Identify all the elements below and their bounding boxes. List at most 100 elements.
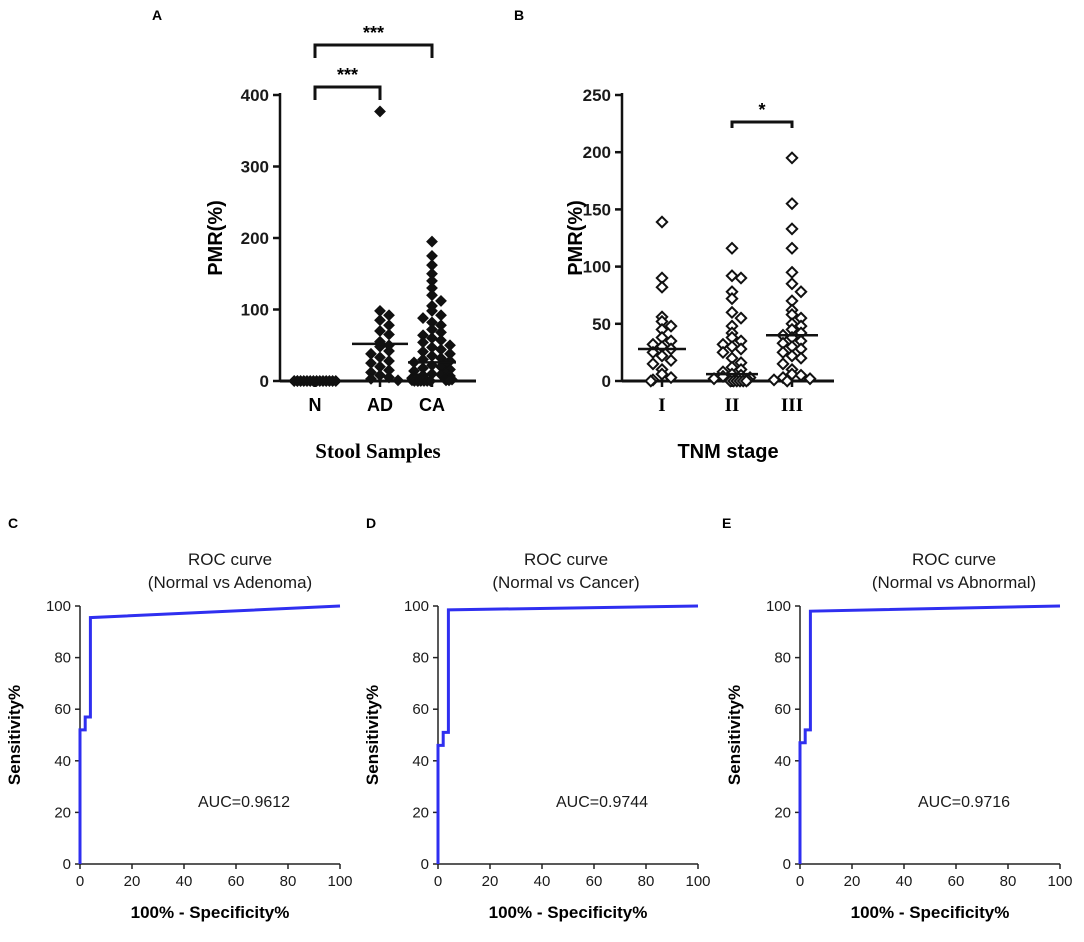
x-tick-label: 0: [434, 873, 442, 890]
panel-c: C ROC curve (Normal vs Adenoma) 00 20 20 40 40 6…: [5, 515, 353, 922]
y-tick-label: 100: [241, 301, 269, 320]
data-point: [725, 340, 739, 354]
data-point: [785, 222, 799, 236]
data-point: [785, 349, 799, 363]
y-axis-label: PMR(%): [565, 200, 587, 276]
data-point: [655, 280, 669, 294]
data-point: [646, 357, 660, 371]
data-point: [443, 374, 455, 387]
data-point: [383, 371, 395, 384]
data-point: [725, 305, 739, 319]
y-tick-label: 100: [46, 598, 71, 615]
roc-curve-line: [798, 604, 1061, 864]
data-point: [383, 309, 395, 322]
x-tick-label: 40: [896, 873, 913, 890]
data-point: [776, 357, 790, 371]
y-tick-label: 0: [602, 372, 611, 391]
chart-subtitle: (Normal vs Cancer): [492, 573, 639, 592]
panel-letter: D: [366, 515, 376, 531]
y-axis-label: Sensitivity%: [725, 685, 744, 785]
y-tick-label: 150: [583, 200, 611, 219]
y-tick-label: 100: [583, 258, 611, 277]
chart-subtitle: (Normal vs Adenoma): [148, 573, 312, 592]
data-point: [392, 374, 404, 387]
significance-bracket: [730, 120, 794, 128]
data-point: [716, 345, 730, 360]
significance-label: *: [758, 100, 765, 120]
x-tick-label: 60: [228, 873, 245, 890]
x-axis-label: 100% - Specificity%: [131, 903, 290, 922]
data-point: [374, 105, 386, 118]
y-tick-label: 100: [766, 598, 791, 615]
y-tick-label: 50: [592, 315, 611, 334]
data-point: [803, 372, 817, 386]
x-tick-label: 0: [76, 873, 84, 890]
panel-a: A 0 100 200 300 400 N AD CA PMR(%) Stool Samples **…: [152, 7, 476, 463]
data-point: [725, 269, 739, 283]
x-tick-label: 20: [482, 873, 499, 890]
data-point: [707, 372, 721, 386]
panel-letter: B: [514, 7, 524, 23]
data-point: [785, 265, 799, 279]
data-point: [664, 370, 678, 385]
y-tick-label: 20: [774, 804, 791, 821]
data-point: [725, 292, 739, 306]
data-point: [734, 271, 748, 285]
y-axis-label: PMR(%): [205, 200, 227, 276]
significance-label: ***: [363, 23, 384, 43]
y-axis-label: Sensitivity%: [5, 685, 24, 785]
y-tick-label: 400: [241, 86, 269, 105]
x-tick-label: 80: [1000, 873, 1017, 890]
chart-subtitle: (Normal vs Abnormal): [872, 573, 1036, 592]
x-tick-label: 100: [327, 873, 352, 890]
data-point: [794, 285, 808, 299]
y-tick-label: 100: [404, 598, 429, 615]
panel-d: D ROC curve (Normal vs Cancer) 00 20 20 40 40 60…: [363, 515, 711, 922]
data-point: [739, 374, 754, 388]
auc-annotation: AUC=0.9744: [556, 794, 648, 811]
y-tick-label: 0: [260, 372, 269, 391]
data-point: [435, 295, 447, 307]
y-tick-label: 80: [54, 650, 71, 667]
significance-label: ***: [337, 65, 358, 85]
y-tick-label: 200: [583, 143, 611, 162]
data-point: [794, 368, 808, 382]
x-tick-label: 60: [586, 873, 603, 890]
y-tick-label: 60: [774, 701, 791, 718]
auc-annotation: AUC=0.9716: [918, 794, 1010, 811]
x-axis-label: 100% - Specificity%: [489, 903, 648, 922]
y-tick-label: 40: [54, 753, 71, 770]
x-tick-label: 40: [534, 873, 551, 890]
chart-title: ROC curve: [912, 550, 996, 569]
data-point: [424, 375, 437, 387]
data-point: [426, 235, 438, 248]
chart-title: ROC curve: [188, 550, 272, 569]
data-point: [655, 367, 669, 381]
x-tick-label: N: [309, 395, 322, 415]
y-tick-label: 300: [241, 158, 269, 177]
roc-curve-line: [436, 604, 699, 864]
auc-annotation: AUC=0.9612: [198, 794, 290, 811]
data-point: [365, 372, 377, 385]
x-tick-label: II: [725, 395, 740, 416]
x-tick-label: 40: [176, 873, 193, 890]
significance-bracket: [313, 43, 434, 58]
panel-letter: E: [722, 515, 731, 531]
data-point: [426, 289, 438, 302]
panel-letter: C: [8, 515, 18, 531]
y-tick-label: 40: [412, 753, 429, 770]
x-tick-label: 0: [796, 873, 804, 890]
data-point: [785, 241, 799, 255]
x-tick-label: CA: [419, 395, 445, 415]
data-point: [780, 374, 794, 388]
x-axis-label: 100% - Specificity%: [851, 903, 1010, 922]
x-tick-label: I: [658, 395, 665, 416]
x-tick-label: 100: [1047, 873, 1072, 890]
y-tick-label: 200: [241, 229, 269, 248]
data-point: [374, 369, 386, 382]
chart-title: ROC curve: [524, 550, 608, 569]
y-tick-label: 250: [583, 86, 611, 105]
data-point: [785, 151, 799, 165]
